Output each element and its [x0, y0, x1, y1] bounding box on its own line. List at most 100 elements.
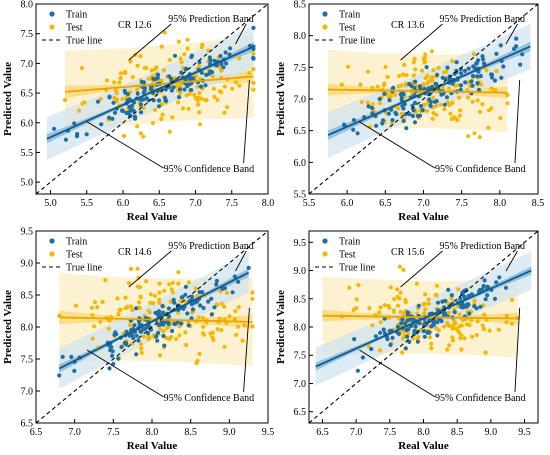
- train-point: [520, 52, 525, 57]
- train-point: [151, 76, 156, 81]
- test-point: [136, 275, 141, 280]
- x-tick-label: 5.0: [44, 198, 57, 209]
- y-tick-label: 7.5: [21, 355, 34, 366]
- test-point: [92, 300, 98, 305]
- train-point: [470, 74, 476, 79]
- test-point: [222, 304, 227, 309]
- test-point: [167, 129, 172, 134]
- test-point: [422, 102, 427, 108]
- test-point: [106, 326, 111, 331]
- train-fit-line: [315, 269, 532, 368]
- train-point: [219, 61, 224, 66]
- test-point: [162, 30, 167, 35]
- train-point: [218, 53, 223, 59]
- test-point: [471, 51, 476, 57]
- train-point: [366, 104, 371, 109]
- train-point: [214, 278, 219, 283]
- cr-label: CR 13.6: [391, 20, 424, 31]
- test-point: [422, 311, 427, 316]
- train-point: [477, 288, 482, 293]
- test-point: [160, 112, 165, 117]
- train-point: [166, 321, 171, 326]
- test-point: [397, 264, 402, 269]
- x-tick-label: 7.0: [417, 198, 430, 209]
- test-point: [170, 290, 175, 295]
- prediction-band-pointer: [400, 250, 443, 288]
- test-point: [167, 282, 172, 287]
- train-point: [171, 85, 176, 90]
- train-point: [476, 87, 482, 92]
- y-tick-label: 6.0: [21, 118, 34, 129]
- test-point: [200, 331, 205, 336]
- legend-train-label: Train: [66, 10, 87, 21]
- test-point: [105, 78, 110, 83]
- train-point: [378, 330, 383, 335]
- train-point: [382, 91, 387, 96]
- y-tick-label: 7.0: [21, 387, 34, 398]
- confidence-band-pointer: [86, 121, 164, 169]
- train-point: [420, 108, 425, 113]
- y-tick-label: 8.5: [294, 0, 307, 11]
- test-point: [434, 283, 439, 288]
- cr-label: CR 15.6: [391, 247, 424, 258]
- test-point: [148, 300, 153, 305]
- train-point: [424, 65, 429, 70]
- test-point: [445, 347, 450, 352]
- train-point: [475, 74, 480, 79]
- test-point: [139, 346, 144, 351]
- train-fit-line: [46, 45, 254, 140]
- test-point: [135, 284, 140, 289]
- test-point: [199, 45, 204, 50]
- train-point: [433, 81, 438, 86]
- legend-test-marker: [49, 251, 55, 257]
- test-point: [251, 67, 256, 72]
- train-point: [466, 66, 471, 71]
- test-point: [176, 281, 181, 286]
- test-point: [388, 285, 393, 290]
- train-point: [514, 44, 519, 49]
- test-point: [232, 317, 237, 322]
- x-tick-label: 8.0: [262, 198, 275, 209]
- x-tick-label: 6.5: [153, 198, 166, 209]
- test-point: [212, 94, 217, 99]
- test-point: [426, 301, 431, 306]
- x-axis-label: Real Value: [127, 440, 178, 452]
- train-point: [355, 368, 360, 373]
- test-point: [434, 326, 439, 331]
- train-point: [377, 96, 382, 102]
- train-point: [163, 98, 168, 103]
- test-point: [237, 56, 242, 61]
- train-point: [72, 121, 77, 126]
- train-point: [251, 25, 256, 30]
- test-point: [219, 328, 224, 333]
- train-point: [127, 333, 132, 338]
- test-point: [196, 102, 201, 107]
- test-point: [139, 350, 144, 355]
- test-point: [117, 80, 122, 85]
- train-point: [155, 338, 160, 343]
- test-point: [387, 305, 392, 310]
- true-line: [309, 231, 538, 423]
- test-point: [456, 287, 461, 292]
- test-point: [222, 84, 227, 89]
- y-axis-label: Predicted Value: [275, 62, 287, 136]
- train-point: [177, 95, 182, 100]
- train-point: [141, 80, 147, 85]
- x-tick-label: 7.0: [189, 198, 202, 209]
- legend-test-marker: [322, 24, 328, 30]
- test-point: [397, 73, 402, 79]
- x-tick-label: 8.5: [532, 198, 545, 209]
- train-point: [222, 286, 227, 291]
- test-point: [210, 335, 215, 340]
- prediction-band-pointer: [505, 23, 518, 45]
- test-point: [356, 283, 361, 288]
- train-point: [144, 96, 149, 101]
- train-point: [475, 81, 480, 86]
- train-point: [480, 57, 486, 62]
- train-point: [369, 105, 375, 111]
- test-point: [383, 64, 388, 70]
- x-tick-label: 8.0: [417, 427, 430, 438]
- train-point: [172, 300, 177, 305]
- x-axis-label: Real Value: [398, 440, 449, 452]
- train-point: [427, 330, 432, 335]
